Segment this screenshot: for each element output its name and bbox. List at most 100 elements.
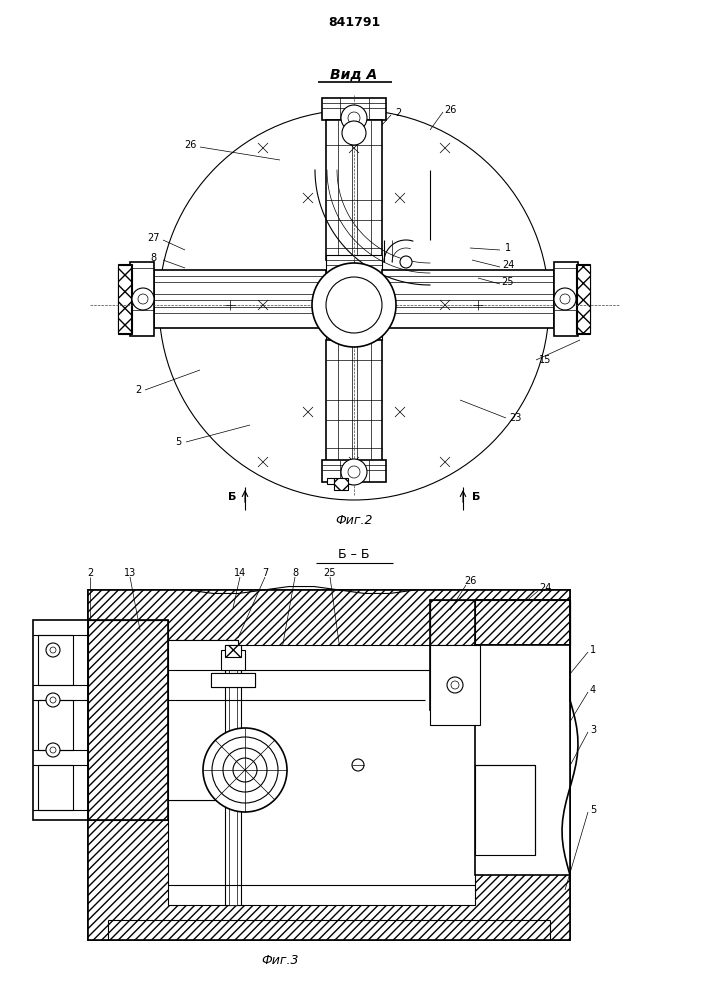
- Circle shape: [50, 697, 56, 703]
- Bar: [327, 478, 334, 484]
- Text: Б: Б: [228, 492, 236, 502]
- Bar: [338, 340, 352, 470]
- Circle shape: [560, 294, 570, 304]
- Text: 4: 4: [590, 685, 596, 695]
- Bar: [554, 262, 578, 336]
- Text: Фиг.2: Фиг.2: [335, 514, 373, 526]
- Text: 5: 5: [175, 437, 181, 447]
- Bar: [357, 340, 371, 470]
- Circle shape: [50, 647, 56, 653]
- Circle shape: [352, 759, 364, 771]
- Circle shape: [312, 263, 396, 347]
- Circle shape: [554, 288, 576, 310]
- Text: 7: 7: [262, 568, 268, 578]
- Circle shape: [223, 748, 267, 792]
- Bar: [38, 765, 73, 810]
- Text: Б: Б: [472, 492, 480, 502]
- Text: 26: 26: [184, 140, 196, 150]
- Bar: [334, 478, 348, 490]
- Circle shape: [233, 758, 257, 782]
- Bar: [211, 673, 255, 687]
- Bar: [88, 590, 570, 940]
- Bar: [326, 320, 382, 340]
- Circle shape: [212, 737, 278, 803]
- Text: 26: 26: [464, 576, 477, 586]
- Bar: [168, 645, 475, 905]
- Text: 26: 26: [444, 105, 456, 115]
- Bar: [225, 645, 241, 905]
- Bar: [334, 103, 348, 115]
- Bar: [221, 650, 245, 670]
- Text: 27: 27: [147, 233, 159, 243]
- Text: 841791: 841791: [328, 15, 380, 28]
- Circle shape: [46, 643, 60, 657]
- Circle shape: [348, 466, 360, 478]
- Bar: [338, 120, 352, 260]
- Text: 1: 1: [505, 243, 511, 253]
- Bar: [33, 620, 88, 820]
- Circle shape: [341, 105, 367, 131]
- Bar: [225, 645, 241, 657]
- Bar: [130, 262, 154, 336]
- Circle shape: [348, 112, 360, 124]
- Circle shape: [342, 121, 366, 145]
- Bar: [118, 264, 132, 334]
- Bar: [334, 103, 348, 115]
- Bar: [118, 265, 131, 333]
- Bar: [357, 120, 371, 260]
- Bar: [326, 340, 382, 470]
- Bar: [88, 620, 168, 820]
- Bar: [154, 270, 326, 328]
- Bar: [326, 120, 382, 260]
- Text: 5: 5: [590, 805, 596, 815]
- Circle shape: [203, 728, 287, 812]
- Text: 25: 25: [502, 277, 514, 287]
- Bar: [211, 673, 255, 687]
- Bar: [475, 600, 570, 645]
- Text: Б – Б: Б – Б: [338, 548, 370, 562]
- Text: 2: 2: [87, 568, 93, 578]
- Bar: [576, 264, 590, 334]
- Bar: [168, 640, 238, 800]
- Text: 2: 2: [135, 385, 141, 395]
- Bar: [88, 590, 570, 940]
- Bar: [168, 640, 238, 800]
- Bar: [475, 600, 570, 645]
- Bar: [475, 765, 535, 855]
- Bar: [475, 645, 570, 875]
- Text: 24: 24: [539, 583, 551, 593]
- Bar: [322, 460, 386, 482]
- Bar: [348, 478, 355, 484]
- Text: 8: 8: [292, 568, 298, 578]
- Text: 25: 25: [324, 568, 337, 578]
- Circle shape: [341, 459, 367, 485]
- Bar: [326, 255, 382, 275]
- Circle shape: [132, 288, 154, 310]
- Circle shape: [400, 256, 412, 268]
- Bar: [229, 645, 237, 905]
- Text: 2: 2: [395, 108, 401, 118]
- Text: 14: 14: [234, 568, 246, 578]
- Text: 24: 24: [502, 260, 514, 270]
- Bar: [382, 270, 554, 328]
- Circle shape: [46, 743, 60, 757]
- Circle shape: [326, 277, 382, 333]
- Text: 1: 1: [590, 645, 596, 655]
- Circle shape: [46, 693, 60, 707]
- Bar: [322, 98, 386, 120]
- Circle shape: [50, 747, 56, 753]
- Text: Фиг.3: Фиг.3: [262, 954, 299, 966]
- Bar: [38, 635, 73, 685]
- Bar: [348, 103, 355, 109]
- Bar: [88, 620, 168, 820]
- Text: 23: 23: [509, 413, 521, 423]
- Text: 15: 15: [539, 355, 551, 365]
- Bar: [430, 600, 570, 710]
- Circle shape: [447, 677, 463, 693]
- Circle shape: [451, 681, 459, 689]
- Bar: [327, 103, 334, 109]
- Text: 13: 13: [124, 568, 136, 578]
- Text: Вид А: Вид А: [330, 68, 378, 82]
- Text: 8: 8: [150, 253, 156, 263]
- Text: 3: 3: [590, 725, 596, 735]
